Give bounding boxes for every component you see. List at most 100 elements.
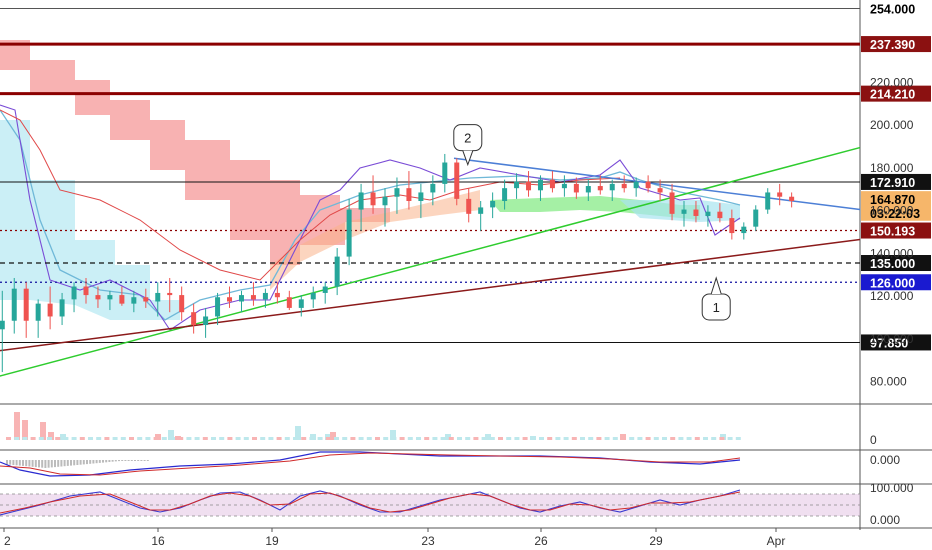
candle-body — [23, 288, 29, 321]
level-label-9: 97.850 — [870, 336, 908, 350]
volume-bar — [194, 437, 200, 440]
candle-body — [274, 292, 280, 298]
candle-body — [573, 183, 579, 193]
ichimoku-cloud-bullish-left — [0, 120, 180, 320]
callout-label-1: 1 — [713, 300, 720, 315]
macd-histogram-bar — [137, 460, 140, 461]
candle-body — [430, 183, 436, 193]
volume-bar — [563, 437, 569, 440]
candle-body — [358, 192, 364, 210]
candle-body — [717, 211, 723, 219]
volume-bar — [243, 437, 249, 440]
volume-bar — [186, 437, 192, 440]
x-tick-label: 23 — [421, 534, 435, 548]
macd-histogram-bar — [118, 460, 120, 462]
candle-body — [597, 186, 603, 191]
volume-bar — [268, 437, 274, 440]
macd-histogram-bar — [140, 460, 143, 461]
volume-bar — [473, 437, 479, 440]
volume-bar — [629, 437, 635, 440]
volume-bar — [547, 437, 553, 440]
macd-histogram-bar — [82, 460, 85, 465]
level-label-7: 135.000 — [870, 257, 915, 271]
candle-body — [215, 297, 221, 317]
level-label-8: 126.000 — [870, 276, 915, 290]
candle-body — [753, 209, 759, 227]
candle-body — [59, 299, 65, 317]
macd-histogram-bar — [114, 460, 117, 462]
volume-bar — [440, 437, 446, 440]
candle-body — [131, 297, 137, 304]
candle-body — [669, 192, 675, 214]
volume-bar — [47, 437, 52, 440]
level-label-bg-3 — [861, 173, 931, 190]
candle-body — [119, 295, 125, 304]
macd-histogram-bar — [79, 460, 82, 465]
volume-bar — [293, 437, 298, 440]
candle-body — [203, 316, 209, 326]
volume-bar — [260, 437, 266, 440]
volume-bar — [416, 437, 421, 440]
volume-bar — [407, 437, 413, 440]
candle-body — [777, 192, 783, 197]
volume-bar — [178, 437, 184, 440]
volume-bar — [465, 437, 471, 440]
level-label-bg-7 — [861, 255, 931, 272]
macd-histogram-bar — [98, 460, 101, 463]
volume-bar — [202, 437, 208, 440]
candle-body — [47, 303, 53, 317]
volume-bar — [678, 437, 684, 440]
callout-pointer-1 — [710, 276, 722, 295]
candle-body — [741, 226, 747, 234]
candle-body — [35, 303, 41, 321]
volume-bar — [330, 432, 336, 440]
macd-histogram-bar — [73, 460, 76, 466]
level-label-3: 172.910 — [870, 176, 915, 190]
macd-histogram-bar — [54, 460, 56, 468]
macd-histogram-bar — [86, 460, 88, 465]
candle-body — [681, 209, 687, 214]
volume-bar — [694, 437, 700, 440]
y-tick-label: 80.000 — [870, 375, 907, 389]
level-label-bg-5 — [861, 204, 931, 221]
volume-bar — [22, 420, 28, 440]
candle-body — [71, 286, 77, 300]
volume-bar — [276, 437, 282, 440]
macd-histogram-bar — [28, 460, 31, 467]
candle-body — [107, 295, 113, 300]
level-label-1: 237.390 — [870, 38, 915, 52]
level-label-2: 214.210 — [870, 88, 915, 102]
macd-histogram-bar — [15, 460, 18, 466]
volume-bar — [63, 437, 69, 440]
volume-bar — [129, 437, 134, 440]
kijun-line — [0, 109, 741, 321]
candle-body — [346, 209, 352, 257]
volume-bar — [445, 434, 451, 440]
volume-bar — [14, 437, 20, 440]
callout-pointer-2 — [462, 150, 474, 167]
trendline-green — [0, 146, 861, 377]
volume-bar — [399, 437, 405, 440]
candle-body — [179, 295, 185, 313]
volume-bar — [604, 437, 610, 440]
volume-bar — [390, 430, 396, 440]
volume-bar — [596, 437, 602, 440]
volume-bar — [506, 437, 512, 440]
volume-bar — [571, 437, 577, 440]
y-tick-label: 100.000 — [870, 332, 914, 346]
volume-bar — [120, 437, 126, 440]
candle-body — [705, 211, 711, 216]
macd-histogram-bar — [50, 460, 53, 468]
macd-histogram-bar — [76, 460, 79, 465]
candle-body — [83, 286, 89, 296]
candle-body — [765, 192, 771, 210]
ichimoku-cloud-cyan-right — [620, 200, 740, 222]
volume-bar — [621, 437, 626, 440]
volume-bar — [366, 437, 372, 440]
volume-bar — [60, 434, 66, 440]
y-tick-label: 120.000 — [870, 289, 914, 303]
volume-bar — [334, 437, 339, 440]
candle-body — [227, 297, 233, 302]
